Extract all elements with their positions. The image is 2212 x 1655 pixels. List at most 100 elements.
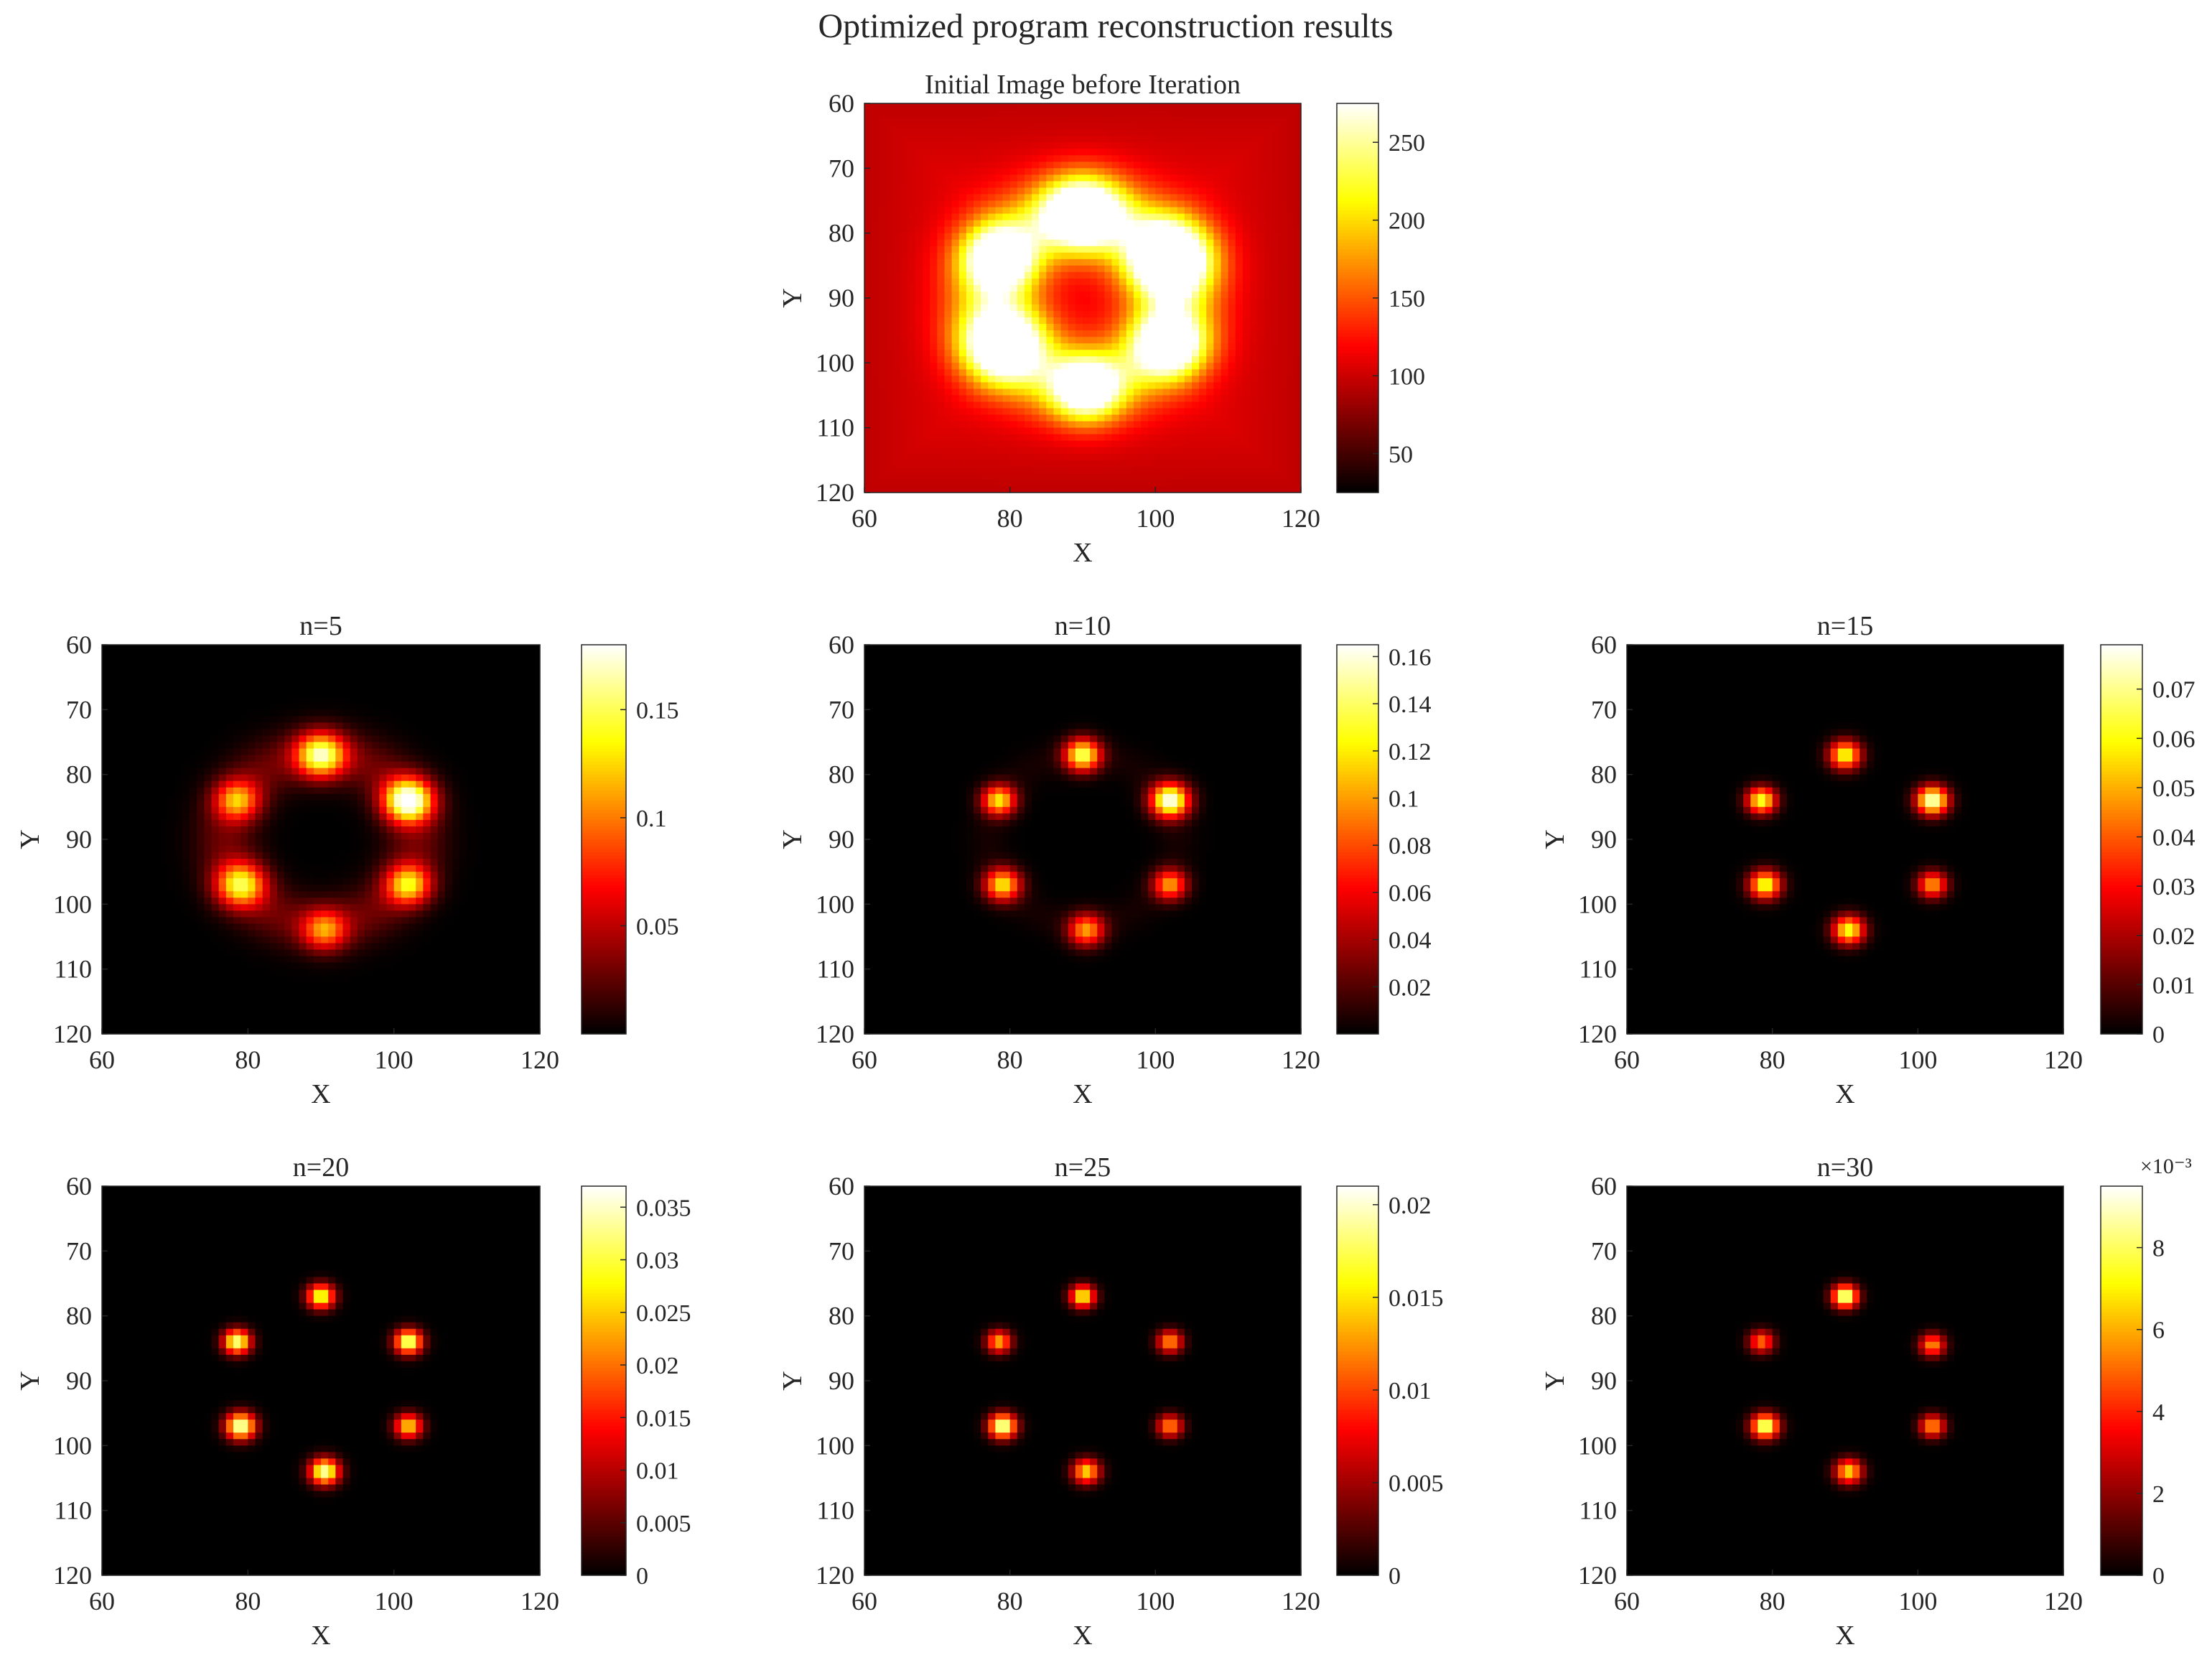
heatmap-cell [1126,409,1134,416]
heatmap-cell [1126,343,1134,350]
heatmap-cell [1279,214,1287,221]
heatmap-cell [879,376,887,383]
heatmap-cell [518,716,526,723]
heatmap-cell [1185,473,1193,480]
heatmap-cell [1003,317,1011,325]
heatmap-cell [1134,402,1142,409]
heatmap-cell [1039,240,1047,247]
heatmap-cell [1170,174,1178,182]
heatmap-cell [248,703,256,710]
heatmap-cell [482,658,490,665]
heatmap-cell [1199,227,1207,234]
heatmap-cell [335,762,343,769]
heatmap-cell [233,684,241,691]
heatmap-cell [1097,187,1105,195]
heatmap-cell [915,337,923,344]
heatmap-cell [445,722,453,729]
heatmap-cell [894,486,902,493]
heatmap-cell [510,749,518,756]
heatmap-cell [1294,279,1302,286]
heatmap-cell [168,749,176,756]
heatmap-cell [1126,285,1134,292]
heatmap-cell [915,363,923,370]
heatmap-cell [248,742,256,750]
heatmap-cell [1206,317,1214,325]
heatmap-cell [1228,129,1236,136]
heatmap-cell [124,722,132,729]
heatmap-cell [937,388,945,396]
heatmap-cell [226,677,234,684]
heatmap-cell [959,246,967,253]
heatmap-cell [1206,246,1214,253]
heatmap-cell [1075,473,1083,480]
heatmap-cell [1112,214,1120,221]
heatmap-cell [1185,266,1193,273]
heatmap-cell [219,651,227,658]
heatmap-cell [930,194,938,201]
heatmap-cell [1112,123,1120,130]
heatmap-cell [879,428,887,435]
heatmap-cell [1032,363,1040,370]
heatmap-cell [416,671,424,678]
heatmap-cell [438,709,446,717]
heatmap-cell [190,775,197,782]
heatmap-cell [894,460,902,467]
heatmap-cell [944,343,952,350]
heatmap-cell [1250,415,1258,422]
heatmap-cell [1287,149,1294,156]
heatmap-cell [1032,421,1040,429]
heatmap-cell [1192,116,1200,123]
heatmap-cell [923,369,930,376]
heatmap-cell [328,677,336,684]
heatmap-cell [1228,208,1236,215]
heatmap-cell [321,722,329,729]
heatmap-cell [124,658,132,665]
heatmap-cell [930,168,938,175]
colorbar-segment [1337,249,1378,253]
heatmap-cell [988,285,996,292]
heatmap-cell [241,703,248,710]
heatmap-cell [1294,454,1302,461]
heatmap-cell [923,110,930,117]
heatmap-cell [445,755,453,763]
heatmap-cell [1046,388,1054,396]
heatmap-cell [533,658,541,665]
heatmap-cell [321,729,329,736]
heatmap-cell [1112,201,1120,208]
heatmap-cell [256,762,263,769]
heatmap-cell [335,729,343,736]
heatmap-cell [894,304,902,312]
heatmap-cell [328,658,336,665]
heatmap-cell [915,415,923,422]
heatmap-cell [526,749,533,756]
heatmap-cell [358,671,365,678]
heatmap-cell [1134,266,1142,273]
heatmap-cell [1287,279,1294,286]
heatmap-cell [952,388,960,396]
heatmap-cell [1068,337,1076,344]
heatmap-cell [1126,428,1134,435]
heatmap-cell [263,775,271,782]
heatmap-cell [1279,447,1287,454]
heatmap-cell [1264,467,1272,474]
heatmap-cell [1083,233,1091,241]
heatmap-cell [394,658,402,665]
heatmap-cell [1061,285,1069,292]
heatmap-cell [872,266,879,273]
heatmap-cell [974,421,981,429]
heatmap-cell [328,690,336,697]
heatmap-cell [233,658,241,665]
heatmap-cell [1294,350,1302,357]
heatmap-cell [1162,259,1170,266]
heatmap-cell [1155,473,1163,480]
heatmap-cell [1134,103,1142,111]
heatmap-cell [1126,396,1134,403]
heatmap-image [864,103,1302,493]
heatmap-cell [379,722,387,729]
heatmap-cell [1112,434,1120,442]
heatmap-cell [988,350,996,357]
heatmap-cell [1287,103,1294,111]
heatmap-cell [248,755,256,763]
heatmap-cell [1148,447,1156,454]
heatmap-cell [291,742,299,750]
